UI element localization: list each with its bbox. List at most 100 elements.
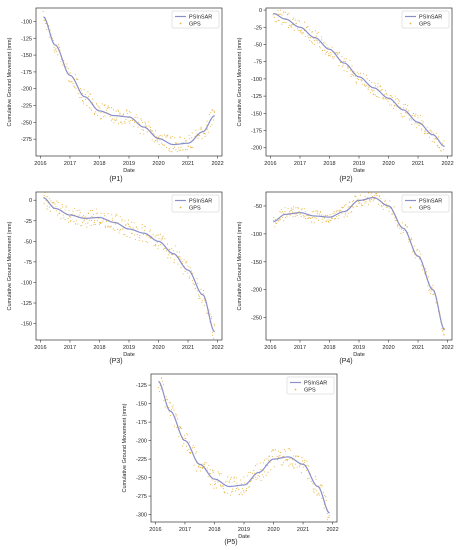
gps-point <box>297 19 299 21</box>
gps-point <box>314 475 316 477</box>
gps-point <box>434 137 436 140</box>
gps-point <box>144 125 146 127</box>
gps-point <box>76 77 78 79</box>
gps-point <box>325 500 327 502</box>
gps-point <box>391 104 393 106</box>
gps-point <box>406 226 408 228</box>
gps-point <box>110 120 112 122</box>
gps-point <box>322 491 324 493</box>
gps-point <box>328 221 330 223</box>
gps-point <box>162 235 164 237</box>
gps-point <box>185 262 187 264</box>
gps-point <box>307 478 309 480</box>
gps-point <box>100 112 102 114</box>
gps-point <box>88 219 90 221</box>
gps-point <box>116 214 118 216</box>
gps-point <box>119 230 121 232</box>
gps-point <box>143 225 145 227</box>
gps-point <box>307 215 309 217</box>
gps-point <box>235 488 237 490</box>
gps-point <box>294 215 296 217</box>
gps-point <box>93 112 95 114</box>
gps-point <box>306 460 308 462</box>
gps-point <box>416 249 418 251</box>
gps-point <box>376 193 378 195</box>
gps-point <box>244 482 246 484</box>
gps-point <box>318 31 320 33</box>
gps-point <box>229 494 231 496</box>
gps-point <box>319 211 321 213</box>
gps-point <box>421 128 423 130</box>
gps-point <box>134 121 136 123</box>
gps-point <box>188 448 190 451</box>
gps-point <box>184 148 186 150</box>
gps-point <box>443 333 445 335</box>
gps-point <box>402 107 405 109</box>
gps-point <box>201 301 203 304</box>
gps-point <box>106 221 108 223</box>
gps-point <box>273 219 275 221</box>
gps-point <box>327 55 330 57</box>
gps-point <box>79 211 81 214</box>
gps-point <box>382 204 384 206</box>
legend-box <box>171 194 220 213</box>
gps-point <box>185 261 187 263</box>
gps-point <box>409 117 411 119</box>
gps-point <box>91 109 93 112</box>
gps-point <box>203 132 205 134</box>
gps-point <box>126 235 128 238</box>
gps-point <box>119 112 121 114</box>
gps-point <box>324 53 326 55</box>
gps-point <box>326 51 328 53</box>
gps-point <box>117 109 119 111</box>
gps-point <box>124 220 126 222</box>
gps-point <box>206 120 208 122</box>
gps-point <box>323 507 325 509</box>
gps-point <box>416 127 418 129</box>
gps-point <box>374 82 376 84</box>
gps-point <box>241 487 243 490</box>
gps-point <box>280 212 282 214</box>
gps-point <box>82 103 85 105</box>
gps-point <box>405 223 407 226</box>
gps-point <box>295 213 297 215</box>
gps-point <box>292 19 294 21</box>
gps-point <box>413 245 415 247</box>
gps-point <box>294 463 296 465</box>
gps-point <box>384 90 387 92</box>
gps-point <box>146 125 148 127</box>
gps-point <box>128 223 130 225</box>
gps-point <box>103 104 105 107</box>
gps-point <box>161 142 163 144</box>
gps-point <box>67 68 69 70</box>
gps-point <box>65 206 67 208</box>
gps-point <box>46 208 48 210</box>
gps-point <box>99 107 101 109</box>
gps-point <box>88 107 90 109</box>
gps-point <box>107 105 109 107</box>
gps-point <box>186 445 188 447</box>
gps-point <box>403 115 405 118</box>
gps-point <box>121 114 123 116</box>
legend-gps-swatch <box>409 22 412 25</box>
gps-point <box>200 126 202 128</box>
gps-point <box>424 131 426 133</box>
gps-point <box>346 71 348 73</box>
gps-point <box>246 487 248 489</box>
gps-point <box>283 448 285 450</box>
gps-point <box>318 213 320 215</box>
gps-point <box>187 145 189 147</box>
x-tick-label: 2020 <box>267 527 279 533</box>
gps-point <box>298 465 301 467</box>
gps-point <box>332 56 334 58</box>
gps-point <box>188 138 190 140</box>
gps-point <box>292 211 294 213</box>
gps-point <box>135 114 137 116</box>
gps-point <box>410 237 413 239</box>
gps-point <box>72 210 74 212</box>
gps-point <box>423 133 425 135</box>
gps-point <box>82 215 85 217</box>
gps-point <box>303 216 305 218</box>
gps-point <box>158 390 161 392</box>
gps-point <box>83 220 85 222</box>
